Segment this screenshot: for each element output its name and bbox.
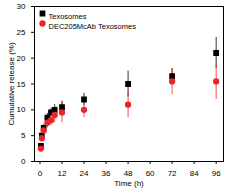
- svg-text:DEC205McAb Texosomes: DEC205McAb Texosomes: [49, 22, 137, 31]
- svg-text:48: 48: [124, 169, 133, 178]
- svg-text:96: 96: [212, 169, 221, 178]
- svg-text:15: 15: [17, 80, 26, 89]
- svg-text:60: 60: [146, 169, 155, 178]
- svg-text:5: 5: [21, 131, 26, 140]
- svg-text:20: 20: [17, 54, 26, 63]
- svg-text:Time (h): Time (h): [114, 179, 144, 188]
- svg-text:30: 30: [17, 2, 26, 11]
- svg-text:0: 0: [38, 169, 43, 178]
- svg-text:0: 0: [21, 157, 26, 166]
- svg-text:12: 12: [58, 169, 67, 178]
- svg-text:24: 24: [80, 169, 89, 178]
- svg-text:36: 36: [102, 169, 111, 178]
- svg-text:84: 84: [190, 169, 199, 178]
- svg-text:72: 72: [168, 169, 177, 178]
- svg-text:Texosomes: Texosomes: [49, 12, 87, 21]
- svg-text:10: 10: [17, 105, 26, 114]
- svg-text:Cumulative release (%): Cumulative release (%): [7, 42, 16, 125]
- svg-text:25: 25: [17, 28, 26, 37]
